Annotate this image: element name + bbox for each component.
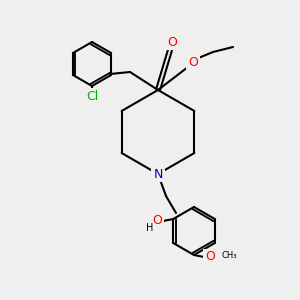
Text: H: H [146, 223, 153, 233]
Text: N: N [153, 167, 163, 181]
Text: O: O [152, 214, 162, 227]
Text: O: O [205, 250, 215, 263]
Text: CH₃: CH₃ [222, 250, 238, 260]
Text: O: O [188, 56, 198, 68]
Text: O: O [167, 35, 177, 49]
Text: Cl: Cl [86, 89, 98, 103]
